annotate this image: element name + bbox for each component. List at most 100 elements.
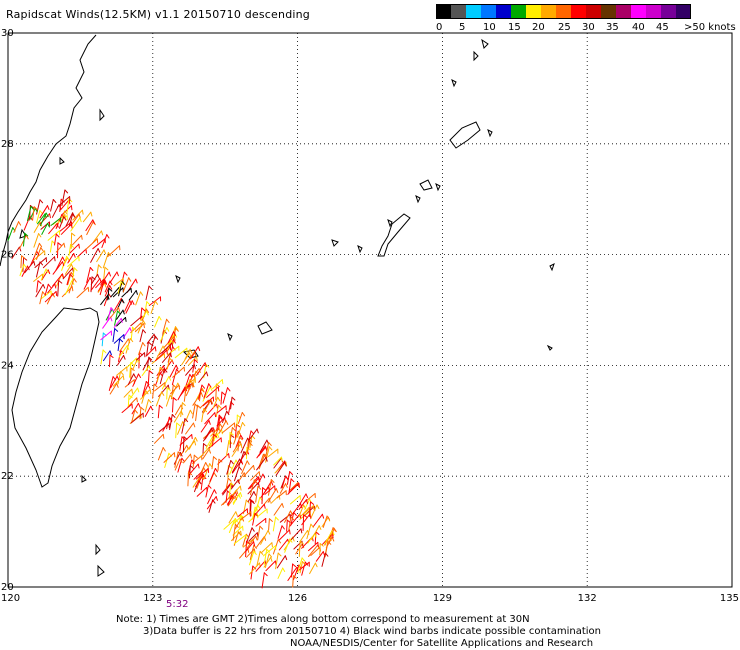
- colorbar-label: 25: [558, 22, 571, 33]
- wind-barb: [61, 255, 68, 271]
- wind-barb: [34, 242, 40, 257]
- wind-barb: [112, 328, 116, 343]
- wind-barb: [44, 291, 57, 303]
- wind-barb: [109, 383, 118, 395]
- colorbar-swatch: [661, 4, 676, 19]
- wind-barb: [109, 354, 111, 368]
- wind-barb: [140, 310, 148, 322]
- wind-barb-flag: [158, 404, 163, 409]
- wind-barb: [212, 396, 219, 409]
- wind-barb: [205, 436, 213, 449]
- wind-barb-flag: [90, 211, 93, 217]
- wind-barb: [35, 284, 44, 298]
- wind-barb: [311, 525, 320, 540]
- axis-labels: 120 123 126 129 132 135 30 28 26 24 22 20: [1, 28, 739, 604]
- wind-barb: [200, 420, 210, 433]
- wind-barb: [290, 528, 302, 541]
- wind-barb-flag: [204, 362, 207, 368]
- wind-barb-flag: [256, 428, 259, 434]
- wind-barb: [214, 423, 221, 436]
- wind-barb-flag: [237, 430, 241, 435]
- wind-barb: [174, 404, 182, 416]
- wind-barb: [114, 310, 118, 326]
- wind-barb-flag: [240, 434, 244, 440]
- wind-barb: [292, 575, 294, 588]
- wind-barb: [174, 451, 179, 468]
- china-islet: [99, 108, 105, 122]
- wind-barb-flag: [212, 433, 217, 438]
- wind-barb: [96, 249, 105, 263]
- wind-barb-flag: [324, 552, 329, 557]
- wind-barb: [62, 267, 74, 280]
- wind-barb: [198, 384, 203, 400]
- wind-barb-flag: [210, 400, 213, 405]
- wind-barb-flag: [250, 499, 255, 503]
- wind-barb: [68, 244, 72, 257]
- wind-barb-flag: [177, 451, 182, 456]
- lon-tick-label: 120: [1, 593, 20, 604]
- wind-barb-flag: [169, 394, 173, 399]
- wind-barb: [278, 529, 290, 541]
- wind-barb-flag: [284, 461, 287, 467]
- china-islet: [59, 156, 65, 165]
- wind-barb-flag: [58, 280, 63, 284]
- wind-barb: [77, 248, 87, 258]
- wind-barb: [301, 513, 311, 526]
- wind-barb-flag: [175, 326, 179, 331]
- wind-barb: [298, 504, 305, 518]
- wind-barb-flag: [142, 342, 146, 347]
- wind-barb-flag: [315, 531, 320, 535]
- wind-barb: [261, 572, 265, 589]
- yakushima-area: [449, 121, 481, 149]
- wind-barb-flag: [64, 189, 69, 194]
- wind-barb-flag: [170, 339, 174, 345]
- wind-barb: [201, 408, 205, 423]
- wind-barb: [137, 320, 144, 334]
- wind-barb-flag: [189, 348, 193, 354]
- wind-barb: [216, 405, 227, 414]
- wind-barb: [263, 548, 268, 565]
- wind-barb: [125, 338, 131, 354]
- wind-barb-flag: [116, 271, 119, 277]
- wind-barb: [67, 256, 80, 267]
- wind-barb-flag: [56, 222, 59, 228]
- wind-barb: [183, 386, 187, 402]
- wind-barb-flag: [238, 436, 243, 441]
- wind-barb-flag: [78, 243, 80, 249]
- wind-barb: [222, 387, 228, 404]
- wind-barb: [162, 318, 168, 334]
- wind-barb: [260, 542, 273, 554]
- wind-barb: [7, 227, 14, 241]
- wind-barb-flag: [281, 456, 283, 462]
- colorbar-label: 5: [459, 22, 466, 33]
- wind-barb: [299, 530, 308, 543]
- wind-barb: [284, 538, 291, 553]
- wind-barb-flag: [39, 210, 43, 215]
- wind-barb: [59, 216, 65, 229]
- wind-barb-flag: [224, 417, 226, 422]
- wind-barb-flag: [45, 268, 49, 274]
- wind-barb: [24, 260, 35, 274]
- wind-barb-flag: [270, 557, 273, 562]
- wind-barb-flag: [122, 375, 125, 381]
- wind-barb: [161, 342, 173, 354]
- wind-barb: [191, 368, 200, 379]
- colorbar-swatch: [676, 4, 691, 19]
- wind-barb: [113, 317, 122, 328]
- wind-barb-flag: [120, 281, 125, 286]
- wind-barb: [222, 410, 228, 423]
- wind-barb: [55, 256, 64, 271]
- wind-barb-flag: [208, 383, 212, 388]
- wind-barb: [185, 422, 194, 435]
- wind-barb: [209, 468, 216, 482]
- wind-barb: [124, 379, 135, 388]
- wind-barb: [131, 402, 139, 415]
- wind-barb-flag: [150, 405, 153, 411]
- wind-barb-flag: [69, 273, 73, 278]
- wind-barb-flag: [263, 503, 266, 509]
- wind-barb: [160, 327, 168, 342]
- wind-barb: [208, 437, 222, 449]
- wind-barb-flag: [145, 308, 150, 313]
- wind-barb: [248, 532, 258, 542]
- wind-barb-flag: [259, 525, 264, 530]
